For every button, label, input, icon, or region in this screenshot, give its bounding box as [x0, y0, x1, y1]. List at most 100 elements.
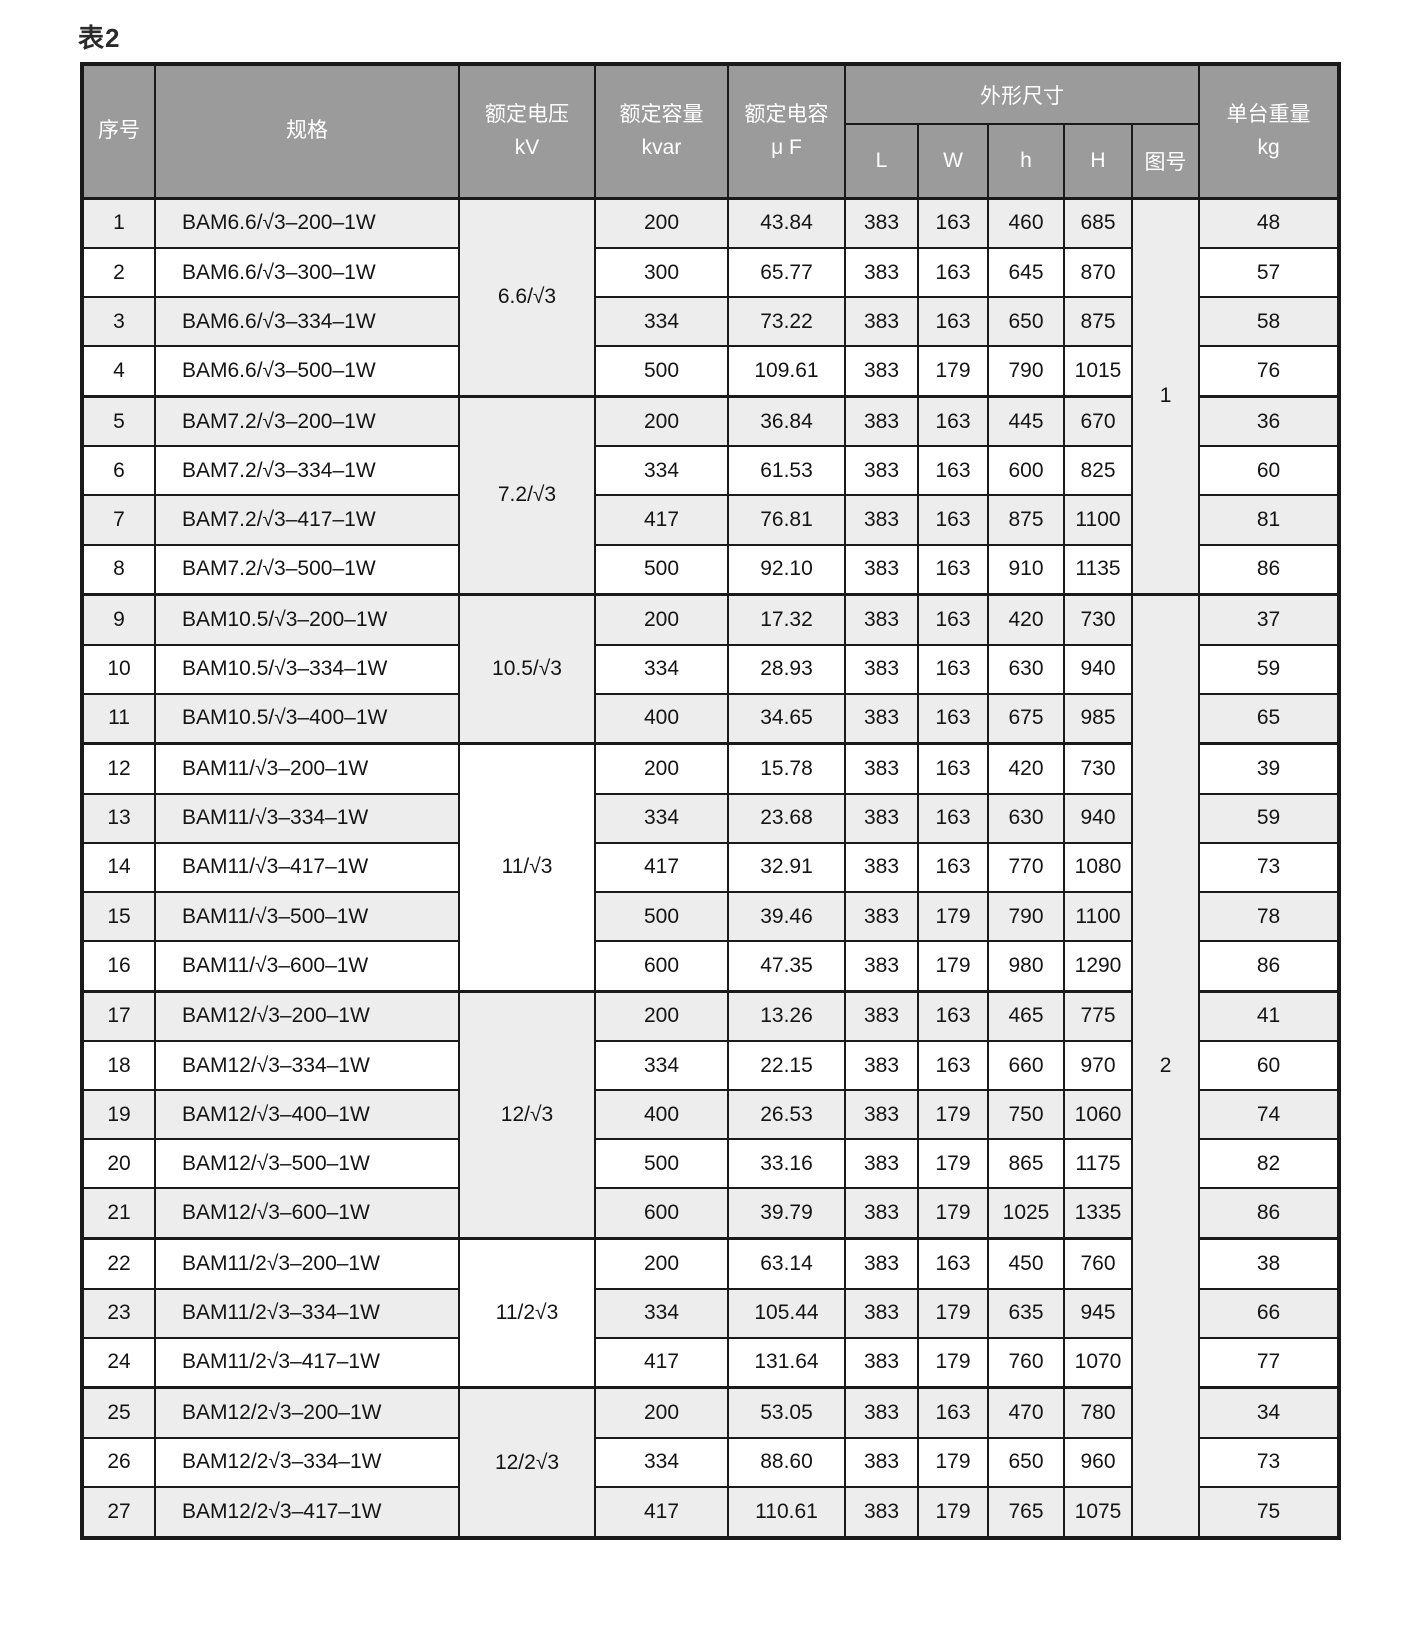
cell-rated-capacity: 334 [594, 296, 729, 348]
cell-serial: 18 [81, 1040, 156, 1092]
cell-rated-capacitance: 131.64 [727, 1336, 846, 1389]
cell-serial: 9 [81, 593, 156, 646]
cell-dim-H: 1135 [1063, 543, 1133, 596]
cell-dim-H: 1100 [1063, 890, 1133, 943]
cell-dim-H: 1060 [1063, 1089, 1133, 1141]
cell-rated-capacitance: 109.61 [727, 345, 846, 398]
cell-rated-capacitance: 53.05 [727, 1386, 846, 1439]
cell-rated-voltage: 10.5/√3 [458, 593, 596, 745]
cell-dim-W: 179 [917, 1287, 989, 1339]
cell-spec: BAM7.2/√3–200–1W [154, 394, 460, 448]
capacitor-spec-table: 序号 规格 额定电压 kV 额定容量 kvar 额定电容 μ F 外形尺寸 单台… [80, 62, 1342, 1540]
cell-dim-H: 940 [1063, 792, 1133, 844]
cell-rated-capacitance: 23.68 [727, 792, 846, 844]
cell-dim-h: 650 [987, 1436, 1065, 1488]
cell-rated-capacity: 300 [594, 247, 729, 299]
cell-dim-h: 980 [987, 940, 1065, 993]
cell-unit-weight: 74 [1198, 1089, 1341, 1141]
cell-dim-H: 1290 [1063, 940, 1133, 993]
cell-rated-capacitance: 92.10 [727, 543, 846, 596]
cell-dim-h: 445 [987, 394, 1065, 448]
cell-spec: BAM7.2/√3–500–1W [154, 543, 460, 596]
cell-spec: BAM12/2√3–417–1W [154, 1485, 460, 1540]
cell-unit-weight: 59 [1198, 643, 1341, 695]
cell-rated-capacity: 334 [594, 1436, 729, 1488]
cell-dim-L: 383 [844, 1089, 919, 1141]
cell-rated-capacitance: 88.60 [727, 1436, 846, 1488]
cell-serial: 19 [81, 1089, 156, 1141]
table-row: 15 BAM11/√3–500–1W 500 39.46 383 179 790 1100 78 [81, 890, 1341, 943]
cell-spec: BAM7.2/√3–334–1W [154, 445, 460, 497]
table-row: 24 BAM11/2√3–417–1W 417 131.64 383 179 760 1070… [81, 1336, 1341, 1389]
cell-dim-h: 650 [987, 296, 1065, 348]
cell-rated-capacity: 417 [594, 1485, 729, 1540]
cell-rated-capacity: 400 [594, 1089, 729, 1141]
table-row: 25 BAM12/2√3–200–1W 12/2√3 200 53.05 383 163 47… [81, 1386, 1341, 1540]
cell-dim-W: 163 [917, 692, 989, 745]
table-row: 18 BAM12/√3–334–1W 334 22.15 383 163 660 970 60 [81, 1040, 1341, 1092]
cell-dim-W: 179 [917, 1436, 989, 1488]
cell-rated-capacity: 417 [594, 494, 729, 546]
col-header-rated-voltage: 额定电压 kV [458, 63, 596, 199]
cell-rated-capacitance: 63.14 [727, 1236, 846, 1290]
cell-dim-L: 383 [844, 643, 919, 695]
col-header-dim-W: W [917, 123, 989, 199]
cell-rated-capacitance: 61.53 [727, 445, 846, 497]
cell-rated-capacity: 200 [594, 593, 729, 646]
col-header-serial-label: 序号 [98, 119, 140, 143]
col-header-unit-weight: 单台重量 kg [1198, 63, 1341, 199]
cell-rated-capacitance: 39.79 [727, 1187, 846, 1240]
table-row: 3 BAM6.6/√3–334–1W 334 73.22 383 163 650 875 58 [81, 296, 1341, 348]
cell-dim-L: 383 [844, 247, 919, 299]
col-header-unit-weight-unit: kg [1257, 136, 1280, 160]
cell-dim-H: 825 [1063, 445, 1133, 497]
cell-dim-W: 163 [917, 742, 989, 795]
cell-rated-capacity: 334 [594, 643, 729, 695]
col-header-rated-capacity-unit: kvar [641, 136, 682, 160]
table-row: 14 BAM11/√3–417–1W 417 32.91 383 163 770 1080 73 [81, 841, 1341, 893]
col-header-rated-capacitance-label: 额定电容 [744, 102, 829, 126]
cell-dim-H: 780 [1063, 1386, 1133, 1439]
cell-dim-W: 179 [917, 1138, 989, 1190]
cell-unit-weight: 86 [1198, 940, 1341, 993]
cell-dim-H: 960 [1063, 1436, 1133, 1488]
cell-dim-H: 1015 [1063, 345, 1133, 398]
cell-dim-W: 163 [917, 989, 989, 1043]
cell-dim-L: 383 [844, 345, 919, 398]
cell-unit-weight: 38 [1198, 1236, 1341, 1290]
cell-dim-L: 383 [844, 296, 919, 348]
cell-serial: 15 [81, 890, 156, 943]
cell-rated-capacitance: 47.35 [727, 940, 846, 993]
cell-dim-L: 383 [844, 445, 919, 497]
cell-serial: 2 [81, 247, 156, 299]
cell-figure-number: 1 [1130, 196, 1201, 596]
col-header-figure-number: 图号 [1130, 123, 1201, 199]
cell-dim-h: 420 [987, 742, 1065, 795]
cell-rated-capacitance: 73.22 [727, 296, 846, 348]
cell-serial: 6 [81, 445, 156, 497]
cell-dim-h: 675 [987, 692, 1065, 745]
cell-dim-W: 163 [917, 296, 989, 348]
table-row: 2 BAM6.6/√3–300–1W 300 65.77 383 163 645 870 57 [81, 247, 1341, 299]
table-row: 8 BAM7.2/√3–500–1W 500 92.10 383 163 910 1135 86 [81, 543, 1341, 596]
table-row: 5 BAM7.2/√3–200–1W 7.2/√3 200 36.84 383 163 445… [81, 394, 1341, 596]
cell-dim-H: 730 [1063, 742, 1133, 795]
table-row: 9 BAM10.5/√3–200–1W 10.5/√3 200 17.32 383 163 4… [81, 593, 1341, 1540]
cell-serial: 1 [81, 196, 156, 250]
cell-unit-weight: 58 [1198, 296, 1341, 348]
cell-unit-weight: 78 [1198, 890, 1341, 943]
table-row: 11 BAM10.5/√3–400–1W 400 34.65 383 163 675 985 6… [81, 692, 1341, 745]
cell-dim-H: 945 [1063, 1287, 1133, 1339]
cell-unit-weight: 34 [1198, 1386, 1341, 1439]
cell-serial: 26 [81, 1436, 156, 1488]
cell-rated-voltage: 11/√3 [458, 742, 596, 993]
cell-spec: BAM10.5/√3–400–1W [154, 692, 460, 745]
col-header-dimensions: 外形尺寸 [843, 63, 1201, 125]
cell-dim-L: 383 [844, 1138, 919, 1190]
cell-dim-L: 383 [844, 1187, 919, 1240]
table-row: 13 BAM11/√3–334–1W 334 23.68 383 163 630 940 59 [81, 792, 1341, 844]
cell-dim-L: 383 [844, 543, 919, 596]
cell-unit-weight: 81 [1198, 494, 1341, 546]
cell-dim-h: 420 [987, 593, 1065, 646]
cell-dim-H: 670 [1063, 394, 1133, 448]
